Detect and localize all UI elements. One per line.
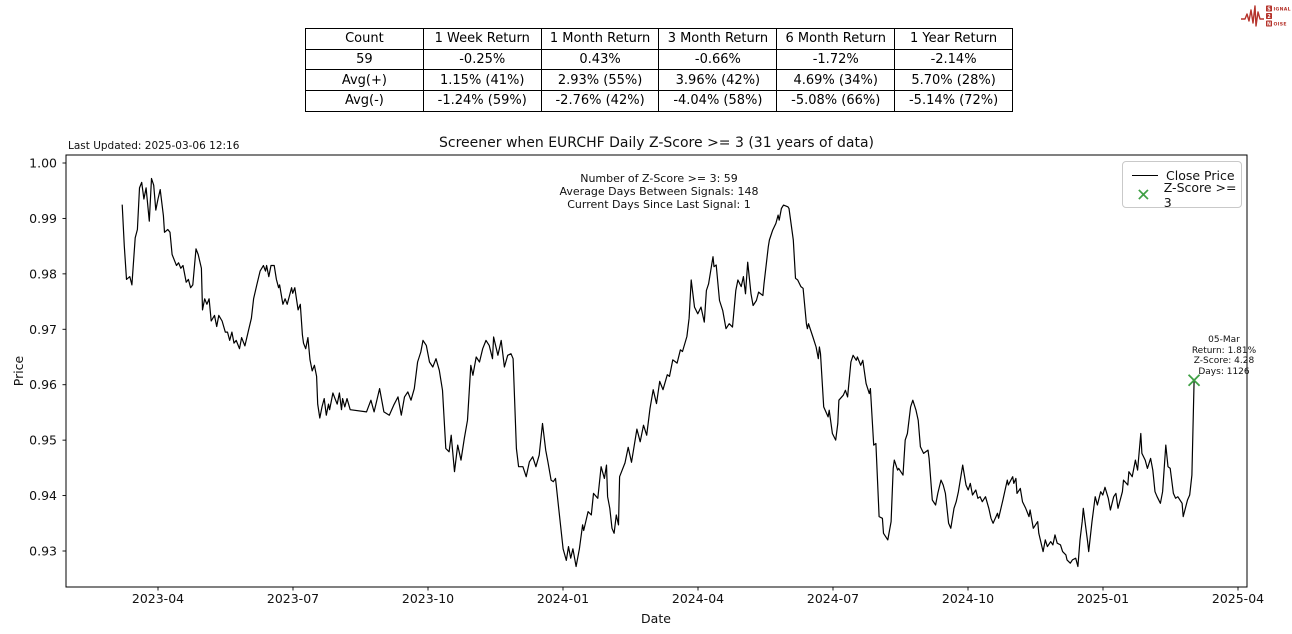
legend-label: Close Price	[1166, 168, 1235, 183]
signal-return-label: Return: 1.81%	[1191, 345, 1257, 356]
x-tick-label: 2024-07	[807, 591, 859, 606]
stats-line: Number of Z-Score >= 3: 59	[580, 172, 738, 185]
logo-word-signal: IGNAL	[1274, 6, 1291, 12]
close-price-line	[121, 177, 1195, 568]
logo-box-letter: N	[1267, 21, 1271, 27]
y-tick-label: 0.96	[29, 377, 57, 392]
table-cell: Avg(-)	[305, 90, 424, 112]
brand-logo: S 2 N IGNAL OISE	[1241, 5, 1291, 27]
table-cell: -1.24% (59%)	[422, 90, 542, 112]
y-axis-ticks: 1.00 0.99 0.98 0.97 0.96 0.95 0.94 0.93	[29, 156, 66, 559]
table-header-cell: 1 Year Return	[894, 28, 1013, 50]
y-tick-label: 0.99	[29, 211, 57, 226]
table-cell: -5.14% (72%)	[894, 90, 1013, 112]
table-cell: -4.04% (58%)	[658, 90, 778, 112]
x-tick-label: 2024-01	[537, 591, 589, 606]
stats-line: Current Days Since Last Signal: 1	[567, 198, 751, 211]
table-cell: -2.76% (42%)	[540, 90, 660, 112]
signal-zscore-label: Z-Score: 4.28	[1193, 356, 1255, 367]
y-tick-label: 0.97	[29, 322, 57, 337]
logo-letter-boxes: S 2 N IGNAL OISE	[1266, 5, 1291, 27]
table-cell: 5.70% (28%)	[894, 69, 1013, 92]
x-tick-label: 2023-10	[402, 591, 454, 606]
y-tick-label: 0.95	[29, 433, 57, 448]
table-cell: 1.15% (41%)	[422, 69, 542, 92]
signal-annotation: 05-Mar Return: 1.81% Z-Score: 4.28 Days:…	[1180, 335, 1268, 377]
signal-days-label: Days: 1126	[1198, 366, 1250, 377]
x-tick-label: 2023-07	[267, 591, 319, 606]
returns-stats-table: Count 1 Week Return 1 Month Return 3 Month …	[305, 28, 1013, 112]
y-axis-label: Price	[11, 355, 26, 386]
x-tick-label: 2023-04	[132, 591, 184, 606]
logo-box-letter: S	[1267, 6, 1271, 12]
x-tick-label: 2025-01	[1077, 591, 1129, 606]
table-header-cell: 3 Month Return	[658, 28, 778, 50]
logo-word-noise: OISE	[1274, 21, 1287, 27]
line-sample-icon	[1132, 175, 1158, 176]
legend-item-close-price: Close Price	[1132, 166, 1241, 185]
ecg-waveform-icon	[1241, 5, 1264, 27]
x-marker-icon	[1138, 189, 1149, 200]
last-updated-label: Last Updated: 2025-03-06 12:16	[68, 140, 240, 152]
plot-frame	[65, 154, 1248, 588]
logo-box-letter: 2	[1267, 14, 1270, 20]
table-header-cell: 6 Month Return	[776, 28, 896, 50]
table-row: Avg(+) 1.15% (41%) 2.93% (55%) 3.96% (42%) 4…	[305, 69, 1013, 92]
stats-line: Average Days Between Signals: 148	[559, 185, 759, 198]
y-tick-label: 0.98	[29, 266, 57, 281]
x-axis-label: Date	[641, 611, 671, 626]
x-tick-label: 2024-10	[942, 591, 994, 606]
table-cell: 3.96% (42%)	[658, 69, 778, 92]
y-tick-label: 1.00	[29, 156, 57, 171]
x-axis-ticks: 2023-04 2023-07 2023-10 2024-01 2024-04 2024-…	[132, 587, 1264, 606]
table-cell: -1.72%	[776, 48, 896, 71]
signal-date-label: 05-Mar	[1208, 335, 1240, 345]
x-tick-label: 2024-04	[672, 591, 724, 606]
signal-stats-annotation: Number of Z-Score >= 3: 59 Average Days …	[459, 172, 859, 211]
x-tick-label: 2025-04	[1212, 591, 1264, 606]
chart-legend: Close Price Z-Score >= 3	[1122, 161, 1242, 210]
zscore-signal-marker	[1187, 374, 1201, 387]
chart-title: Screener when EURCHF Daily Z-Score >= 3 …	[439, 135, 874, 151]
y-tick-label: 0.93	[29, 544, 57, 559]
table-row: Avg(-) -1.24% (59%) -2.76% (42%) -4.04% (58…	[305, 90, 1013, 112]
y-tick-label: 0.94	[29, 488, 57, 503]
legend-label: Z-Score >= 3	[1163, 179, 1237, 210]
table-cell: -5.08% (66%)	[776, 90, 896, 112]
legend-item-zscore: Z-Score >= 3	[1132, 180, 1241, 210]
